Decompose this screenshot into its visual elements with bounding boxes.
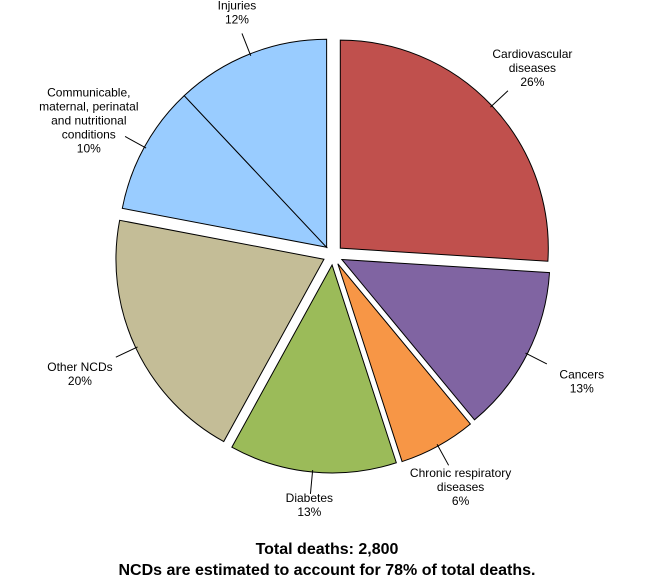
value-label: 13% — [570, 382, 594, 396]
value-label: 10% — [77, 142, 101, 156]
leader-line — [525, 352, 548, 365]
value-label: 12% — [225, 12, 249, 26]
value-label: 20% — [68, 374, 92, 388]
slice-label: Cardiovascular — [492, 47, 572, 61]
leader-line — [309, 469, 314, 494]
slice-label: Injuries — [218, 0, 257, 12]
leader-line — [490, 90, 509, 108]
slice-label: Other NCDs — [47, 360, 112, 374]
slice-label: maternal, perinatal — [39, 100, 138, 114]
slice-label: diseases — [437, 480, 484, 494]
slice-label: conditions — [62, 128, 116, 142]
value-label: 6% — [452, 494, 470, 508]
leader-line — [436, 444, 450, 466]
leader-line — [115, 346, 138, 358]
slice-label: Communicable, — [47, 86, 130, 100]
slice-label: Chronic respiratory — [410, 466, 511, 480]
ncd-note: NCDs are estimated to account for 78% of… — [119, 562, 536, 579]
slice-label: Cancers — [559, 368, 604, 382]
value-label: 26% — [520, 75, 544, 89]
leader-line — [241, 33, 252, 56]
value-label: 13% — [297, 505, 321, 519]
slice-label: diseases — [509, 61, 556, 75]
total-note: Total deaths: 2,800 — [256, 541, 399, 558]
slice-label: and nutritional — [51, 114, 126, 128]
slice-label: Diabetes — [286, 491, 333, 505]
leader-line — [124, 136, 147, 149]
